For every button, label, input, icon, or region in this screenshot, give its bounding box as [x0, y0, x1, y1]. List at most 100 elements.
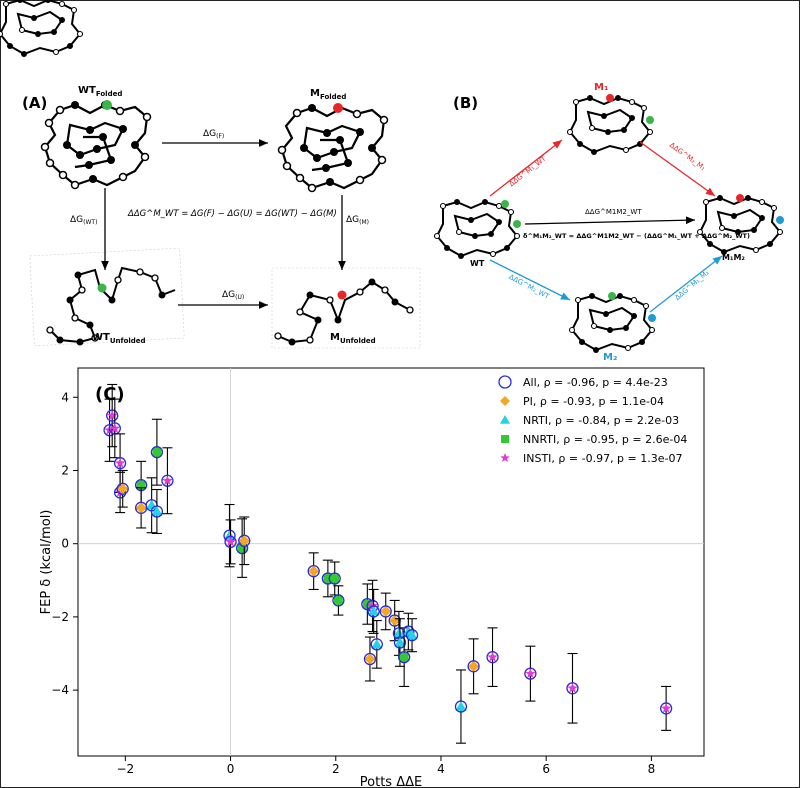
- data-point-all: [393, 636, 407, 649]
- legend-entry: INSTI, ρ = -0.97, p = 1.3e-07: [523, 452, 682, 465]
- panel-b: (B) M₁ WT M₁M₂ M₂: [0, 0, 784, 363]
- legend-marker-pi: [500, 396, 510, 406]
- mutation-site-red-icon: [333, 103, 343, 113]
- x-tick-label: 8: [648, 762, 656, 776]
- panel-a-label: (A): [22, 94, 47, 112]
- x-tick-label: 4: [437, 762, 445, 776]
- arrow-m1-m1m2-label: ΔΔG^M₂_M₁: [668, 141, 707, 172]
- wt-b-label: WT: [470, 259, 485, 268]
- svg-text:MFolded: MFolded: [310, 88, 346, 101]
- data-point-insti: [225, 536, 236, 547]
- data-point-nrti: [393, 627, 405, 638]
- data-point-pi: [380, 605, 392, 617]
- data-point-pi: [117, 483, 129, 495]
- wt-folded-label: WT: [78, 85, 96, 96]
- epsilon-equation: δ^M₁M₂_WT = ΔΔG^M1M2_WT − (ΔΔG^M₁_WT + Δ…: [523, 232, 750, 240]
- arrow-wt-m1-label: ΔΔG^M₁_WT: [508, 154, 548, 188]
- data-point-pi: [468, 660, 480, 672]
- wt-folded-sub: Folded: [96, 90, 122, 98]
- data-point-all: [150, 446, 164, 459]
- wt-folded-structure: [40, 100, 152, 190]
- m-unfolded-structure: [274, 278, 414, 346]
- svg-text:ΔG(F): ΔG(F): [203, 129, 224, 140]
- wt-unfolded-sub: Unfolded: [110, 337, 146, 345]
- data-point-nrti: [368, 605, 380, 616]
- data-point-pi: [135, 502, 147, 514]
- m2-structure: [568, 292, 656, 354]
- legend-marker-all: [498, 375, 512, 389]
- data-point-insti: [487, 651, 498, 662]
- data-point-all: [454, 700, 468, 713]
- data-point-nrti: [455, 701, 467, 711]
- y-tick-label: 4: [61, 390, 69, 404]
- svg-text:ΔG(M): ΔG(M): [346, 215, 369, 226]
- data-point-all: [113, 457, 127, 470]
- y-tick-label: −2: [51, 610, 69, 624]
- arrow-wt-m2: [489, 259, 571, 301]
- data-point-all: [116, 482, 129, 495]
- y-tick-label: 2: [61, 463, 69, 477]
- data-point-all: [405, 629, 419, 642]
- data-point-insti: [162, 475, 173, 486]
- dg-u-label: ΔG: [222, 290, 235, 300]
- data-point-insti: [660, 702, 672, 713]
- dg-m-label: ΔG: [346, 215, 359, 225]
- data-point-all: [108, 422, 121, 435]
- legend-entry: All, ρ = -0.96, p = 4.4e-23: [523, 376, 668, 389]
- arrow-wt-m1m2: [524, 216, 696, 225]
- dg-wt-sub: (WT): [83, 219, 97, 226]
- m2-label: M₂: [603, 352, 617, 363]
- panel-b-label: (B): [453, 94, 478, 112]
- data-point-nnrti: [330, 574, 340, 583]
- data-point-all: [307, 565, 320, 578]
- arrow-m2-m1m2-label: ΔΔG^M₁_M₂: [673, 269, 711, 302]
- data-point-all: [161, 474, 174, 487]
- panel-c-label: (C): [95, 384, 125, 405]
- m-unfolded-label: M: [330, 332, 340, 343]
- data-point-nnrti: [323, 574, 333, 583]
- svg-text:WTFolded: WTFolded: [78, 85, 122, 98]
- wt-unfolded-structure: [46, 266, 176, 346]
- data-point-pi: [308, 565, 320, 577]
- data-point-pi: [238, 535, 250, 547]
- data-point-pi: [364, 653, 376, 665]
- data-point-all: [524, 667, 537, 680]
- data-point-all: [370, 638, 383, 651]
- data-point-all: [486, 651, 499, 664]
- x-tick-label: −2: [116, 762, 134, 776]
- panel-a: (A) WTFolded MFolded WTUnfolded: [22, 85, 421, 349]
- plot-frame: [77, 367, 705, 757]
- data-point-all: [398, 651, 411, 664]
- m-folded-sub: Folded: [320, 93, 346, 101]
- data-point-all: [224, 535, 237, 549]
- data-point-insti: [567, 682, 578, 693]
- panel-a-equation: ΔΔG^M_WT = ΔG(F) − ΔG(U) = ΔG(WT) − ΔG(M…: [127, 209, 337, 219]
- svg-text:WTUnfolded: WTUnfolded: [92, 332, 146, 345]
- m1m2-label: M₁M₂: [722, 253, 745, 262]
- legend-entry: PI, ρ = -0.93, p = 1.1e-04: [523, 395, 664, 408]
- legend-entry: NRTI, ρ = -0.84, p = 2.2e-03: [523, 414, 679, 427]
- x-tick-label: 0: [227, 762, 235, 776]
- data-point-insti: [114, 486, 126, 497]
- dg-wt-label: ΔG: [70, 215, 83, 225]
- panel-c: (C) −2 0 2 4 6 8 −4 −2 0 2 4 All, ρ = -0.96, p = 4.…: [39, 367, 705, 788]
- arrow-m2-m1m2: [649, 255, 723, 313]
- arrow-wt-m1: [489, 139, 563, 197]
- dg-m-sub: (M): [359, 219, 369, 226]
- y-tick-label: −4: [51, 683, 69, 697]
- mutation-site-green-icon: [102, 100, 112, 110]
- data-point-all: [367, 605, 380, 618]
- data-point-insti: [114, 457, 126, 468]
- data-point-nnrti: [333, 596, 343, 605]
- wt-unfolded-site-icon: [97, 283, 107, 293]
- x-tick-label: 2: [332, 762, 340, 776]
- m-unfolded-site-icon: [337, 290, 347, 300]
- data-point-nrti: [394, 637, 406, 647]
- data-point-all: [150, 505, 164, 518]
- data-point-nrti: [151, 505, 163, 516]
- y-tick-label: 0: [61, 537, 69, 551]
- svg-text:ΔG(WT): ΔG(WT): [70, 215, 97, 226]
- data-point-nrti: [406, 629, 418, 640]
- dg-f-sub: (F): [216, 133, 224, 140]
- data-point-all: [332, 594, 345, 607]
